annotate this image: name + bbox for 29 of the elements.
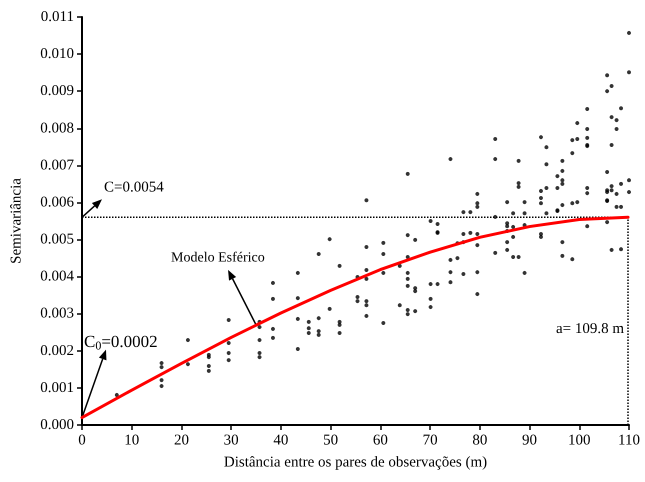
x-tick-label: 0 (78, 432, 86, 448)
y-tick-label: 0.000 (40, 417, 74, 433)
y-tick-label: 0.005 (40, 232, 74, 248)
x-tick-label: 70 (422, 432, 438, 448)
x-tick-label: 80 (472, 432, 488, 448)
y-tick-label: 0.009 (40, 83, 74, 100)
annotation: C=0.0054 (104, 179, 164, 196)
y-tick-label: 0.004 (40, 268, 74, 285)
x-tick-label: 20 (174, 432, 189, 448)
annotation: Modelo Esférico (171, 250, 265, 266)
x-tick-label: 30 (224, 432, 239, 448)
x-tick-label: 10 (124, 432, 140, 448)
x-tick-label: 90 (522, 432, 538, 448)
x-tick-label: 60 (372, 432, 388, 448)
y-tick-label: 0.011 (40, 9, 74, 25)
x-tick-label: 100 (568, 432, 591, 448)
y-tick-label: 0.008 (40, 120, 74, 136)
y-tick-label: 0.002 (40, 342, 74, 359)
x-tick-label: 110 (618, 432, 640, 448)
y-axis-title: Semivariância (8, 178, 24, 264)
y-tick-label: 0.007 (40, 157, 74, 174)
y-tick-label: 0.006 (40, 194, 74, 210)
y-tick-label: 0.001 (40, 380, 74, 396)
x-axis-title: Distância entre os pares de observações (m) (224, 454, 488, 470)
x-tick-label: 50 (323, 432, 338, 448)
ref-line-label: a= 109.8 m (556, 321, 624, 338)
x-tick-label: 40 (273, 432, 288, 448)
y-tick-label: 0.010 (40, 46, 74, 62)
y-tick-label: 0.003 (40, 306, 74, 322)
